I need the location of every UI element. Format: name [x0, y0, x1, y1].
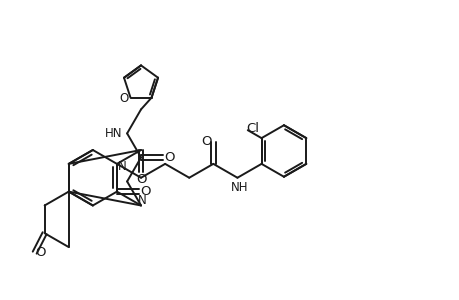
Text: O: O	[119, 92, 128, 105]
Text: HN: HN	[104, 127, 122, 140]
Text: Cl: Cl	[246, 122, 259, 135]
Text: O: O	[201, 135, 211, 148]
Text: NH: NH	[230, 181, 248, 194]
Text: N: N	[137, 194, 146, 207]
Text: O: O	[35, 246, 46, 259]
Text: O: O	[164, 151, 175, 164]
Text: N: N	[118, 160, 126, 173]
Text: O: O	[140, 185, 151, 198]
Text: O: O	[135, 173, 146, 186]
